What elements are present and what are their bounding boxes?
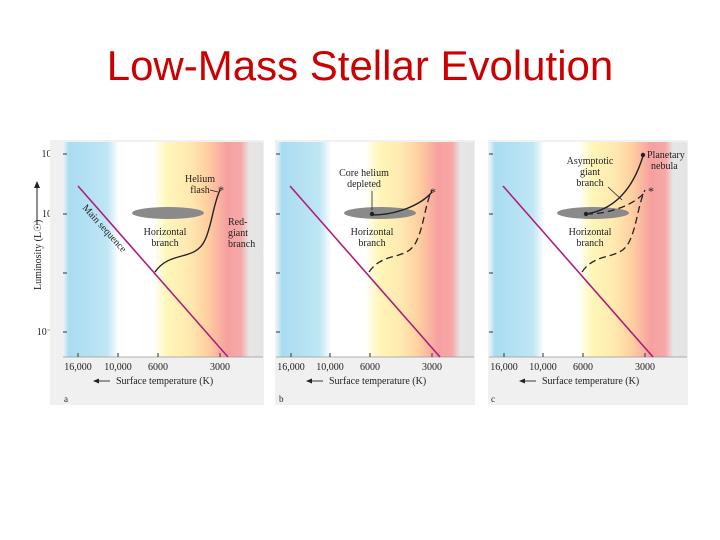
panel-a: 16,000 10,000 6000 3000 Surface temperat… <box>50 140 264 405</box>
main-sequence-line <box>502 185 654 358</box>
horizontal-branch-label: branch <box>576 238 603 249</box>
horizontal-branch-dot <box>583 211 589 217</box>
x-tick-label: 6000 <box>148 362 168 373</box>
main-sequence-line <box>289 185 441 358</box>
x-axis-label: Surface temperature (K) <box>542 376 639 387</box>
red-giant-track <box>154 189 221 273</box>
x-ticks <box>290 353 433 357</box>
x-tick-label: 3000 <box>635 362 655 373</box>
y-tick-label: 10² <box>42 209 55 220</box>
spectral-bands <box>276 142 474 357</box>
agb-label: giant <box>580 167 600 178</box>
x-tick-label: 6000 <box>360 362 380 373</box>
horizontal-branch-dot <box>369 211 375 217</box>
horizontal-branch-label: branch <box>358 238 385 249</box>
y-axis-arrowhead <box>34 181 40 188</box>
red-giant-branch-label: branch <box>228 239 255 250</box>
y-tick-label: 10⁴ <box>42 149 56 160</box>
x-axis-label: Surface temperature (K) <box>329 376 426 387</box>
y-ticks <box>489 153 493 333</box>
core-helium-track-previous <box>585 191 646 215</box>
panel-letter: b <box>279 394 284 404</box>
core-helium-depleted-label: depleted <box>347 179 381 190</box>
x-tick-label: 16,000 <box>277 362 305 373</box>
x-tick-label: 10,000 <box>316 362 344 373</box>
y-ticks <box>276 153 280 333</box>
core-helium-depleted-label: Core helium <box>339 168 389 179</box>
panel-c: 16,000 10,000 6000 3000 Surface temperat… <box>488 140 688 405</box>
panel-letter: a <box>64 394 68 404</box>
x-axis-arrowhead <box>93 378 99 384</box>
y-axis-label: Luminosity (L☉) <box>33 220 44 290</box>
helium-flash-label: Helium <box>185 174 215 185</box>
x-tick-label: 16,000 <box>490 362 518 373</box>
planetary-nebula-label: Planetary <box>647 150 685 161</box>
red-giant-branch-label: Red- <box>228 217 247 228</box>
horizontal-branch-label: Horizontal <box>144 227 187 238</box>
spectral-bands <box>489 142 687 357</box>
x-tick-label: 10,000 <box>529 362 557 373</box>
helium-flash-pointer <box>209 189 219 193</box>
x-tick-label: 16,000 <box>64 362 92 373</box>
spectral-bands <box>63 142 263 357</box>
helium-flash-star: * <box>430 185 436 199</box>
x-tick-label: 3000 <box>210 362 230 373</box>
x-tick-label: 3000 <box>422 362 442 373</box>
x-ticks <box>77 353 221 357</box>
horizontal-branch-blob <box>344 207 416 219</box>
panel-b: 16,000 10,000 6000 3000 Surface temperat… <box>275 140 475 405</box>
x-tick-label: 6000 <box>573 362 593 373</box>
agb-pointer <box>607 186 623 201</box>
red-giant-track-previous <box>581 189 646 273</box>
horizontal-branch-label: Horizontal <box>351 227 394 238</box>
x-axis-label: Surface temperature (K) <box>116 376 213 387</box>
main-sequence-line <box>77 185 229 358</box>
agb-label: branch <box>576 178 603 189</box>
horizontal-branch-label: Horizontal <box>569 227 612 238</box>
y-tick-label: 10⁻² <box>37 327 55 338</box>
planetary-nebula-dot <box>640 152 646 158</box>
x-axis-arrowhead <box>519 378 525 384</box>
planetary-nebula-label: nebula <box>651 161 678 172</box>
helium-flash-label: flash <box>190 185 209 196</box>
helium-flash-star: * <box>218 183 224 197</box>
slide-title: Low-Mass Stellar Evolution <box>106 42 614 89</box>
x-axis-arrowhead <box>306 378 312 384</box>
asymptotic-giant-track <box>585 155 644 215</box>
red-giant-branch-label: giant <box>228 228 248 239</box>
y-ticks <box>63 153 67 333</box>
core-helium-track <box>371 191 433 216</box>
x-ticks <box>503 353 646 357</box>
x-tick-label: 10,000 <box>104 362 132 373</box>
red-giant-track-previous <box>368 189 433 273</box>
helium-flash-star: * <box>648 184 654 198</box>
horizontal-branch-blob <box>132 207 204 219</box>
horizontal-branch-label: branch <box>151 238 178 249</box>
panel-letter: c <box>491 394 495 404</box>
agb-label: Asymptotic <box>567 156 614 167</box>
